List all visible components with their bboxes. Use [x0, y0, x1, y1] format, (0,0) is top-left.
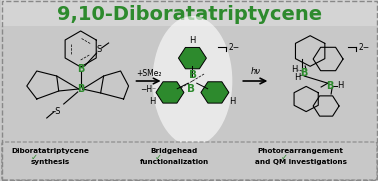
Text: H: H — [149, 97, 156, 106]
Text: H: H — [291, 64, 297, 73]
Text: 2−: 2− — [228, 43, 240, 52]
Text: S: S — [96, 45, 101, 54]
Text: B: B — [187, 84, 195, 94]
Polygon shape — [156, 82, 184, 103]
Text: B: B — [189, 70, 197, 80]
Text: 9,10-Diboratatriptycene: 9,10-Diboratatriptycene — [57, 5, 322, 24]
Text: ✓: ✓ — [30, 153, 37, 161]
Polygon shape — [178, 47, 206, 69]
Text: H: H — [337, 81, 343, 90]
Text: ✓: ✓ — [281, 153, 288, 161]
Text: +SMe₂: +SMe₂ — [136, 68, 161, 77]
Text: H: H — [294, 73, 301, 81]
Text: B: B — [77, 64, 84, 74]
Text: 2−: 2− — [358, 43, 369, 52]
Text: −H⁻: −H⁻ — [141, 85, 156, 94]
Text: H: H — [189, 36, 195, 45]
Text: Bridgehead: Bridgehead — [151, 148, 198, 154]
Text: and QM investigations: and QM investigations — [255, 159, 347, 165]
FancyBboxPatch shape — [2, 142, 377, 180]
Text: B: B — [77, 84, 84, 94]
Text: Diboratatriptycene: Diboratatriptycene — [11, 148, 89, 154]
Text: H: H — [229, 97, 235, 106]
Text: synthesis: synthesis — [30, 159, 70, 165]
Text: B: B — [327, 81, 334, 91]
Text: B: B — [301, 68, 308, 78]
FancyBboxPatch shape — [1, 0, 378, 26]
Ellipse shape — [152, 16, 232, 146]
Text: ✓: ✓ — [155, 153, 162, 161]
Text: hν: hν — [250, 68, 260, 77]
Polygon shape — [201, 82, 229, 103]
Text: Photorearrangement: Photorearrangement — [258, 148, 344, 154]
Text: –S: –S — [52, 106, 62, 115]
Text: functionalization: functionalization — [140, 159, 209, 165]
